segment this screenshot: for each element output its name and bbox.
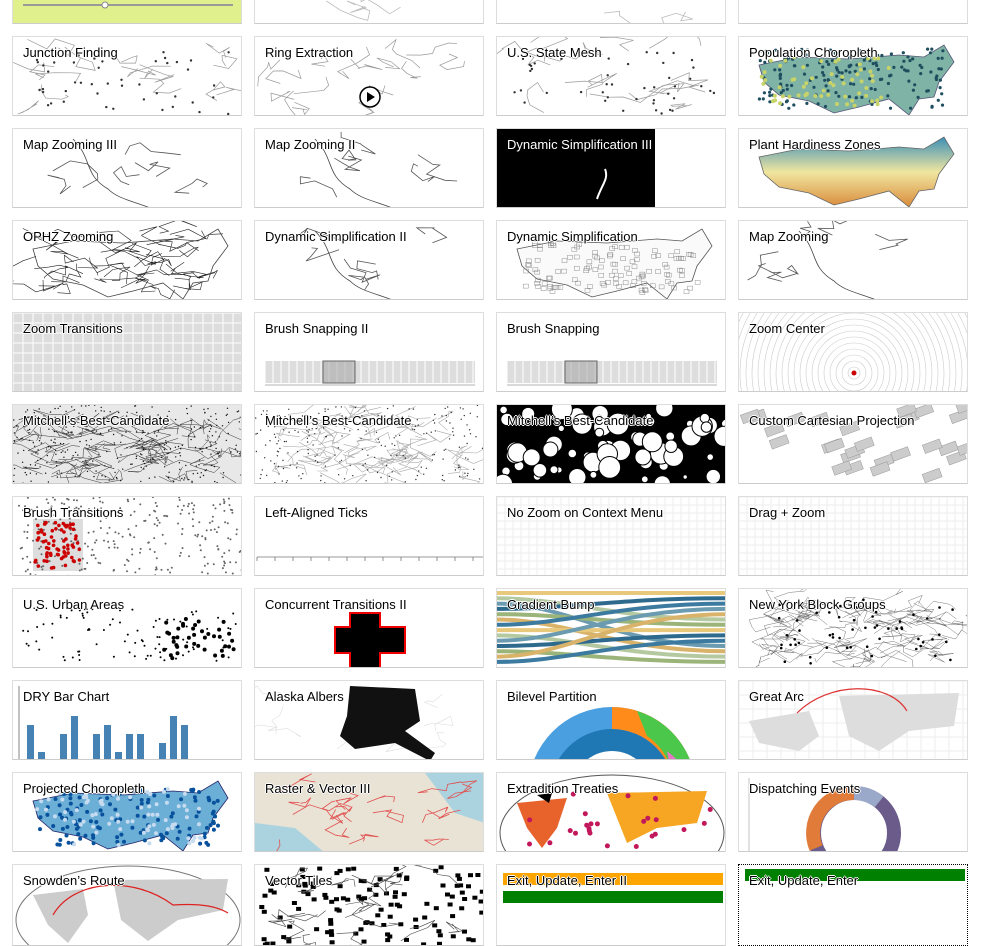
gallery-card-brush-snapping-ii[interactable]: Brush Snapping II — [254, 312, 484, 392]
card-title: DRY Bar Chart — [23, 689, 109, 704]
card-thumbnail — [739, 0, 968, 24]
gallery-card-u-s-state-mesh[interactable]: U.S. State Mesh — [496, 36, 726, 116]
gallery-card-population-choropleth[interactable]: Population Choropleth — [738, 36, 968, 116]
gallery-card-plant-hardiness-zones[interactable]: Plant Hardiness Zones — [738, 128, 968, 208]
gallery-card-map-zooming-ii[interactable]: Map Zooming II — [254, 128, 484, 208]
gallery-card-snowden-s-route[interactable]: Snowden’s Route — [12, 864, 242, 946]
card-title: Dispatching Events — [749, 781, 860, 796]
card-title: Great Arc — [749, 689, 804, 704]
card-title: Mitchell’s Best-Candidate — [507, 413, 653, 428]
gallery-card-exit-update-enter-ii[interactable]: Exit, Update, Enter II — [496, 864, 726, 946]
card-thumbnail — [13, 0, 242, 24]
gallery-card-bilevel-partition[interactable]: Bilevel Partition — [496, 680, 726, 760]
card-title: Dynamic Simplification III — [507, 137, 652, 152]
gallery-card-map-zooming-iii[interactable]: Map Zooming III — [12, 128, 242, 208]
gallery-card-map-zooming[interactable]: Map Zooming — [738, 220, 968, 300]
gallery-card-top-2[interactable] — [496, 0, 726, 24]
gallery-card-dry-bar-chart[interactable]: DRY Bar Chart — [12, 680, 242, 760]
gallery-card-raster-vector-iii[interactable]: Raster & Vector III — [254, 772, 484, 852]
gallery-card-drag-zoom[interactable]: Drag + Zoom — [738, 496, 968, 576]
gallery-card-mitchell-s-best-candidate[interactable]: Mitchell’s Best-Candidate — [496, 404, 726, 484]
gallery-card-junction-finding[interactable]: Junction Finding — [12, 36, 242, 116]
gallery-card-custom-cartesian-projection[interactable]: Custom Cartesian Projection — [738, 404, 968, 484]
card-title: No Zoom on Context Menu — [507, 505, 663, 520]
card-title: Exit, Update, Enter — [749, 873, 858, 888]
gallery-card-ring-extraction[interactable]: Ring Extraction — [254, 36, 484, 116]
gallery-card-projected-choropleth[interactable]: Projected Choropleth — [12, 772, 242, 852]
card-title: OPHZ Zooming — [23, 229, 113, 244]
card-title: Mitchell’s Best-Candidate — [265, 413, 411, 428]
card-title: Dynamic Simplification II — [265, 229, 407, 244]
gallery-card-extradition-treaties[interactable]: Extradition Treaties — [496, 772, 726, 852]
card-title: Zoom Transitions — [23, 321, 123, 336]
gallery-card-exit-update-enter[interactable]: Exit, Update, Enter — [738, 864, 968, 946]
card-title: U.S. Urban Areas — [23, 597, 124, 612]
card-title: Snowden’s Route — [23, 873, 125, 888]
gallery-card-zoom-transitions[interactable]: Zoom Transitions — [12, 312, 242, 392]
gallery-card-dynamic-simplification[interactable]: Dynamic Simplification — [496, 220, 726, 300]
gallery-card-top-0[interactable] — [12, 0, 242, 24]
card-title: Extradition Treaties — [507, 781, 618, 796]
gallery-card-concurrent-transitions-ii[interactable]: Concurrent Transitions II — [254, 588, 484, 668]
card-title: Left-Aligned Ticks — [265, 505, 368, 520]
card-title: Map Zooming — [749, 229, 828, 244]
gallery-card-dispatching-events[interactable]: Dispatching Events — [738, 772, 968, 852]
card-title: Alaska Albers — [265, 689, 344, 704]
gallery-card-u-s-urban-areas[interactable]: U.S. Urban Areas — [12, 588, 242, 668]
card-title: Plant Hardiness Zones — [749, 137, 881, 152]
gallery-card-top-1[interactable] — [254, 0, 484, 24]
gallery-card-ophz-zooming[interactable]: OPHZ Zooming — [12, 220, 242, 300]
card-title: U.S. State Mesh — [507, 45, 602, 60]
gallery-card-new-york-block-groups[interactable]: New York Block Groups — [738, 588, 968, 668]
card-title: Concurrent Transitions II — [265, 597, 407, 612]
card-title: Dynamic Simplification — [507, 229, 638, 244]
card-title: Zoom Center — [749, 321, 825, 336]
card-thumbnail — [255, 0, 484, 24]
gallery-card-brush-snapping[interactable]: Brush Snapping — [496, 312, 726, 392]
card-title: Ring Extraction — [265, 45, 353, 60]
card-title: Brush Transitions — [23, 505, 123, 520]
card-title: New York Block Groups — [749, 597, 886, 612]
gallery-card-brush-transitions[interactable]: Brush Transitions — [12, 496, 242, 576]
gallery-card-left-aligned-ticks[interactable]: Left-Aligned Ticks — [254, 496, 484, 576]
gallery-card-dynamic-simplification-ii[interactable]: Dynamic Simplification II — [254, 220, 484, 300]
card-title: Map Zooming II — [265, 137, 355, 152]
gallery-card-gradient-bump[interactable]: Gradient Bump — [496, 588, 726, 668]
card-title: Projected Choropleth — [23, 781, 145, 796]
gallery-card-vector-tiles[interactable]: Vector Tiles — [254, 864, 484, 946]
card-thumbnail — [497, 0, 726, 24]
gallery-card-mitchell-s-best-candidate[interactable]: Mitchell’s Best-Candidate — [254, 404, 484, 484]
card-title: Brush Snapping II — [265, 321, 368, 336]
card-title: Map Zooming III — [23, 137, 117, 152]
card-title: Exit, Update, Enter II — [507, 873, 627, 888]
gallery-card-top-3[interactable] — [738, 0, 968, 24]
card-title: Brush Snapping — [507, 321, 600, 336]
card-title: Bilevel Partition — [507, 689, 597, 704]
card-title: Junction Finding — [23, 45, 118, 60]
gallery-card-alaska-albers[interactable]: Alaska Albers — [254, 680, 484, 760]
card-title: Custom Cartesian Projection — [749, 413, 914, 428]
card-title: Mitchell’s Best-Candidate — [23, 413, 169, 428]
card-title: Vector Tiles — [265, 873, 332, 888]
card-title: Population Choropleth — [749, 45, 878, 60]
gallery-card-dynamic-simplification-iii[interactable]: Dynamic Simplification III — [496, 128, 726, 208]
card-title: Gradient Bump — [507, 597, 594, 612]
gallery-card-great-arc[interactable]: Great Arc — [738, 680, 968, 760]
gallery-card-mitchell-s-best-candidate[interactable]: Mitchell’s Best-Candidate — [12, 404, 242, 484]
card-title: Raster & Vector III — [265, 781, 371, 796]
gallery-card-zoom-center[interactable]: Zoom Center — [738, 312, 968, 392]
card-title: Drag + Zoom — [749, 505, 825, 520]
gallery-card-no-zoom-on-context-menu[interactable]: No Zoom on Context Menu — [496, 496, 726, 576]
